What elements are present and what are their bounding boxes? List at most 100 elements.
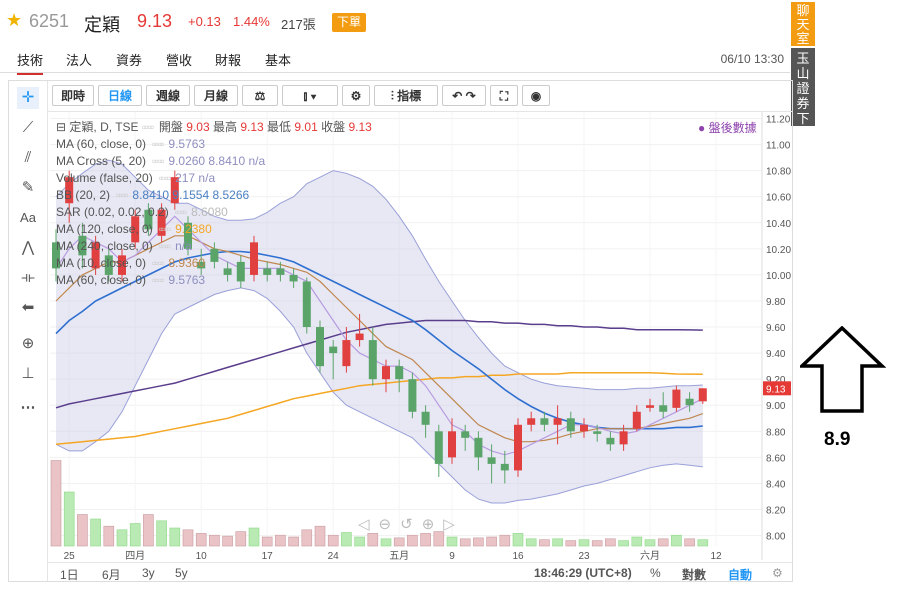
zoom-controls: ◁⊖↺⊕▷ — [358, 515, 464, 533]
study-name: MA (10, close, 0) — [56, 256, 147, 270]
study-row[interactable]: MA (60, close, 0) ▫▫ ▫▫ 9.5763 — [56, 136, 372, 153]
study-row[interactable]: MA (240, close, 0) ▫▫ ▫▫ n/a — [56, 238, 372, 255]
indicators-icon: ⫶ — [390, 89, 398, 103]
study-row[interactable]: Volume (false, 20) ▫▫ ▫▫ 217 n/a — [56, 170, 372, 187]
study-row[interactable]: MA (120, close, 0) ▫▫ ▫▫ 9.2380 — [56, 221, 372, 238]
annotation-value: 8.9 — [824, 429, 851, 450]
quote-datetime: 06/10 13:30 — [720, 52, 784, 66]
legend-symbol: 定穎, D, TSE — [69, 120, 139, 134]
open-label: 開盤 — [158, 120, 183, 134]
monthly-button[interactable]: 月線 — [194, 85, 238, 106]
compare-scale-icon[interactable]: ⚖ — [242, 85, 278, 106]
chart-toolbar: 即時 日線 週線 月線 ⚖ ⫾ ▾ ⚙ ⫶ 指標 ↶ ↷ ⛶ ◉ — [48, 81, 792, 112]
camera-icon[interactable]: ◉ — [522, 85, 550, 106]
fullscreen-icon[interactable]: ⛶ — [490, 85, 518, 106]
study-controls-icon[interactable]: ▫▫ ▫▫ — [152, 137, 164, 151]
study-controls-icon[interactable]: ▫▫ ▫▫ — [116, 188, 128, 202]
weekly-button[interactable]: 週線 — [146, 85, 190, 106]
study-name: Volume (false, 20) — [56, 171, 153, 185]
reset-icon[interactable]: ↺ — [400, 516, 422, 533]
study-value: 8.9360 — [168, 256, 206, 270]
study-row[interactable]: BB (20, 2) ▫▫ ▫▫ 8.8410 9.1554 8.5266 — [56, 187, 372, 204]
stock-name: 定穎 — [84, 15, 120, 35]
order-button[interactable]: 下單 — [332, 13, 366, 32]
stock-price: 9.13 — [137, 11, 173, 31]
study-name: MA (120, close, 0) — [56, 222, 153, 236]
broker-order-button[interactable]: 玉山證券下單 — [791, 48, 815, 141]
chart-legend: ⊟ 定穎, D, TSE ▫▫ ▫▫ 開盤 9.03 最高 9.13 最低 9.… — [56, 119, 372, 289]
study-controls-icon[interactable]: ▫▫ ▫▫ — [158, 239, 171, 253]
chatroom-button[interactable]: 聊天室 — [791, 2, 815, 46]
scroll-left-icon[interactable]: ◁ — [358, 516, 379, 533]
range-5y[interactable]: 5y — [175, 566, 188, 580]
tab-technical[interactable]: 技術 — [17, 50, 44, 75]
study-controls-icon[interactable]: ▫▫ ▫▫ — [152, 256, 164, 270]
measure-icon[interactable]: ⟛ — [21, 269, 35, 286]
stock-code: 6251 — [29, 11, 70, 31]
range-1d[interactable]: 1日 — [60, 568, 79, 582]
more-tools-icon[interactable]: ⋯ — [20, 399, 36, 416]
tab-margin[interactable]: 資券 — [116, 53, 143, 68]
close-label: 收盤 — [321, 120, 346, 134]
study-value: 9.2380 — [175, 222, 212, 236]
log-toggle[interactable]: 對數 — [682, 568, 707, 582]
study-controls-icon[interactable]: ▫▫ ▫▫ — [152, 273, 164, 287]
legend-symbol-row: ⊟ 定穎, D, TSE ▫▫ ▫▫ 開盤 9.03 最高 9.13 最低 9.… — [56, 119, 372, 136]
indicators-label: 指標 — [397, 89, 422, 103]
study-controls-icon[interactable]: ▫▫ ▫▫ — [152, 154, 164, 168]
after-hours-link[interactable]: ● 盤後數據 — [698, 119, 757, 136]
intraday-button[interactable]: 即時 — [52, 85, 94, 106]
range-6m[interactable]: 6月 — [102, 568, 121, 582]
zoom-plus-icon[interactable]: ⊕ — [421, 516, 444, 533]
study-value: n/a — [175, 239, 192, 253]
fibonacci-icon[interactable]: ⫽ — [24, 149, 32, 166]
chart-type-icon[interactable]: ⫾ ▾ — [282, 85, 338, 106]
zoom-in-icon[interactable]: ⊕ — [21, 335, 35, 352]
range-3y[interactable]: 3y — [142, 566, 155, 580]
axis-settings-icon[interactable]: ⚙ — [772, 566, 783, 580]
arrow-left-icon[interactable]: ⬅ — [21, 299, 35, 316]
percent-toggle[interactable]: % — [650, 566, 661, 580]
study-value: 9.5763 — [168, 273, 206, 287]
study-name: BB (20, 2) — [56, 188, 111, 202]
study-controls-icon[interactable]: ▫▫ ▫▫ — [174, 205, 187, 219]
high-label: 最高 — [212, 120, 237, 134]
tab-bar: 技術 法人 資券 營收 財報 基本 06/10 13:30 — [0, 44, 790, 75]
study-row[interactable]: MA (10, close, 0) ▫▫ ▫▫ 8.9360 — [56, 255, 372, 272]
low-value: 9.01 — [294, 120, 318, 134]
study-row[interactable]: MA Cross (5, 20) ▫▫ ▫▫ 9.0260 8.8410 n/a — [56, 153, 372, 170]
ruler-icon[interactable]: ⊥ — [21, 365, 35, 382]
study-row[interactable]: SAR (0.02, 0.02, 0.2) ▫▫ ▫▫ 8.6080 — [56, 204, 372, 221]
daily-button[interactable]: 日線 — [98, 85, 142, 106]
study-value: 217 n/a — [175, 171, 216, 185]
trendline-icon[interactable]: ⟋ — [22, 119, 34, 136]
study-name: MA (60, close, 0) — [56, 137, 147, 151]
study-value: 8.8410 9.1554 8.5266 — [132, 188, 250, 202]
study-name: MA (240, close, 0) — [56, 239, 153, 253]
legend-controls-icon[interactable]: ▫▫ ▫▫ — [141, 120, 154, 134]
crosshair-icon[interactable]: ✛ — [17, 87, 39, 109]
study-controls-icon[interactable]: ▫▫ ▫▫ — [158, 171, 171, 185]
tab-institutional[interactable]: 法人 — [66, 53, 93, 68]
up-arrow-icon — [800, 326, 886, 413]
clock: 18:46:29 (UTC+8) — [534, 566, 632, 580]
scroll-right-icon[interactable]: ▷ — [443, 516, 464, 533]
pattern-icon[interactable]: ⋀ — [21, 239, 35, 256]
study-value: 8.6080 — [191, 205, 228, 219]
brush-icon[interactable]: ✎ — [21, 179, 35, 196]
study-row[interactable]: MA (60, close, 0) ▫▫ ▫▫ 9.5763 — [56, 272, 372, 289]
zoom-out-icon[interactable]: ⊖ — [378, 516, 401, 533]
favorite-star-icon[interactable]: ★ — [6, 10, 23, 30]
text-tool-icon[interactable]: Aa — [20, 210, 36, 225]
collapse-icon[interactable]: ⊟ — [56, 120, 67, 134]
stock-header: ★ 6251 定穎 9.13 +0.13 1.44% 217張 下單 — [0, 0, 790, 44]
auto-toggle[interactable]: 自動 — [728, 568, 753, 582]
undo-redo-icon[interactable]: ↶ ↷ — [442, 85, 486, 106]
settings-gear-icon[interactable]: ⚙ — [342, 85, 370, 106]
tab-revenue[interactable]: 營收 — [166, 53, 193, 68]
high-value: 9.13 — [240, 120, 264, 134]
tab-financials[interactable]: 財報 — [215, 53, 242, 68]
indicators-button[interactable]: ⫶ 指標 — [374, 85, 438, 106]
study-controls-icon[interactable]: ▫▫ ▫▫ — [158, 222, 171, 236]
tab-basic[interactable]: 基本 — [265, 53, 292, 68]
